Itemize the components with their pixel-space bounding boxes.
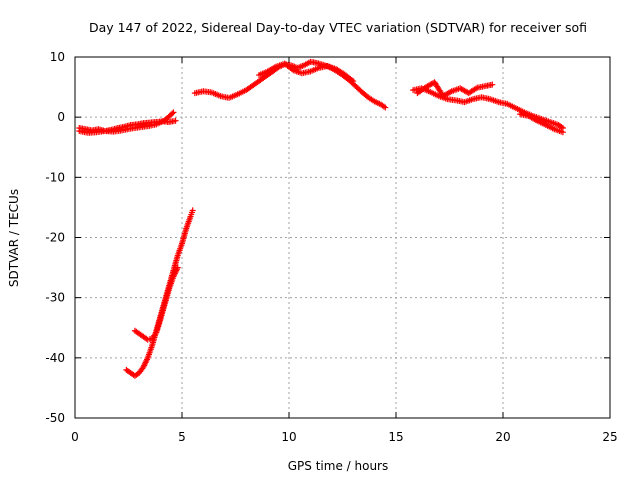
satellite-track-7 bbox=[517, 111, 566, 136]
y-tick-label: -30 bbox=[45, 291, 65, 305]
y-tick-label: -50 bbox=[45, 411, 65, 425]
data-point bbox=[382, 104, 389, 111]
data-point bbox=[189, 207, 196, 214]
data-point bbox=[170, 109, 177, 116]
y-tick-label: -10 bbox=[45, 170, 65, 184]
data-point bbox=[350, 78, 357, 85]
axis-ticks: 0 5 10 15 20 25 -50 -40 -30 -20 -10 0 10 bbox=[45, 50, 617, 444]
data-points bbox=[76, 58, 566, 379]
satellite-track-5 bbox=[410, 85, 566, 131]
x-tick-label: 15 bbox=[388, 430, 403, 444]
satellite-track-2 bbox=[76, 109, 177, 136]
data-point bbox=[174, 264, 181, 271]
satellite-track-9 bbox=[131, 264, 181, 343]
satellite-track-4 bbox=[256, 60, 357, 85]
y-tick-label: -40 bbox=[45, 351, 65, 365]
data-point bbox=[172, 117, 179, 124]
y-tick-label: 10 bbox=[50, 50, 65, 64]
data-point bbox=[489, 81, 496, 88]
data-point bbox=[559, 129, 566, 136]
satellite-track-8 bbox=[123, 207, 196, 379]
chart-title: Day 147 of 2022, Sidereal Day-to-day VTE… bbox=[89, 20, 587, 35]
y-axis-label: SDTVAR / TECUs bbox=[7, 189, 21, 287]
grid bbox=[75, 57, 610, 418]
satellite-track-6 bbox=[414, 79, 496, 100]
y-tick-label: 0 bbox=[57, 110, 65, 124]
x-tick-label: 0 bbox=[71, 430, 79, 444]
x-axis-label: GPS time / hours bbox=[288, 459, 389, 473]
x-tick-label: 5 bbox=[178, 430, 186, 444]
y-tick-label: -20 bbox=[45, 231, 65, 245]
data-point bbox=[169, 110, 176, 117]
x-tick-label: 10 bbox=[281, 430, 296, 444]
x-tick-label: 20 bbox=[495, 430, 510, 444]
plot-frame bbox=[74, 56, 611, 419]
x-tick-label: 25 bbox=[602, 430, 617, 444]
